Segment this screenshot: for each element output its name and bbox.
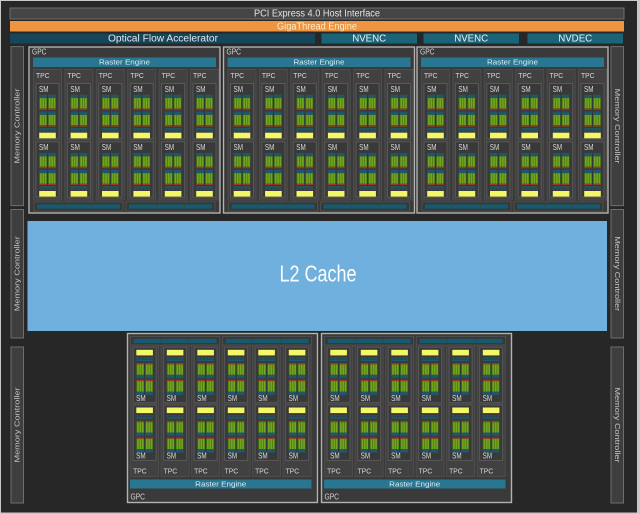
svg-text:GigaThread Engine: GigaThread Engine	[277, 21, 357, 32]
svg-text:NVDEC: NVDEC	[558, 34, 592, 45]
svg-text:Optical Flow Accelerator: Optical Flow Accelerator	[108, 34, 219, 45]
svg-text:PCI Express 4.0 Host Interface: PCI Express 4.0 Host Interface	[254, 8, 380, 19]
svg-text:NVENC: NVENC	[454, 34, 488, 45]
svg-text:NVENC: NVENC	[352, 34, 386, 45]
svg-text:L2 Cache: L2 Cache	[280, 260, 357, 286]
